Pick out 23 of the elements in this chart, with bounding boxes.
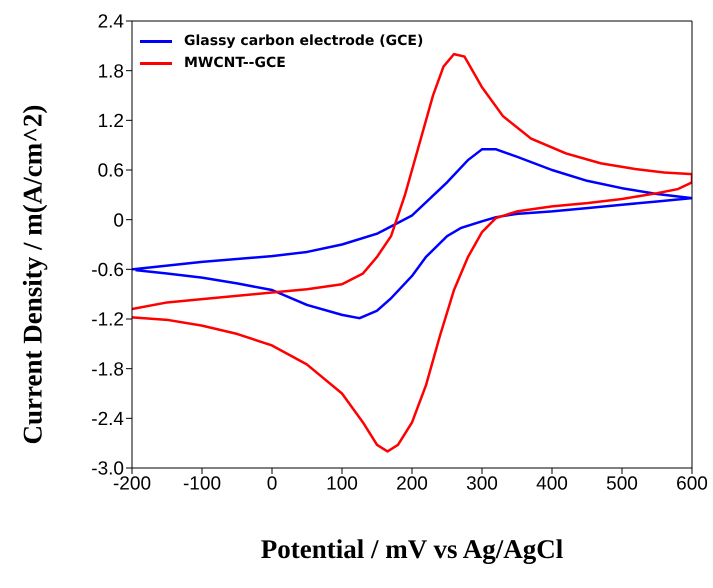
y-tick-label: -2.4: [91, 409, 124, 430]
y-tick-label: 1.8: [98, 61, 124, 82]
y-tick-label: -1.2: [91, 310, 124, 331]
y-tick-label: -0.6: [91, 260, 124, 282]
y-tick-label: 0: [113, 210, 124, 232]
x-tick-label: 100: [326, 473, 358, 494]
y-tick-label: 1.2: [98, 111, 124, 132]
legend-label: MWCNT--GCE: [184, 55, 286, 71]
legend-label: Glassy carbon electrode (GCE): [184, 33, 424, 49]
x-tick-label: 500: [606, 473, 638, 494]
x-tick-label: -100: [182, 473, 222, 494]
x-axis-title: Potential / mV vs Ag/AgCl: [260, 534, 564, 564]
y-tick-label: 2.4: [98, 12, 124, 33]
x-tick-label: 0: [266, 473, 278, 494]
x-tick-label: 200: [396, 473, 428, 494]
line-series: [132, 148, 692, 320]
y-tick-label: 0.6: [98, 160, 124, 182]
y-axis-title: Current Density / m(A/cm^2): [18, 104, 48, 444]
y-tick-label: -1.8: [91, 359, 124, 380]
x-tick-label: 300: [466, 473, 498, 494]
x-tick-label: 600: [676, 473, 708, 494]
x-tick-label: 400: [536, 473, 568, 494]
line-series: [132, 52, 692, 453]
